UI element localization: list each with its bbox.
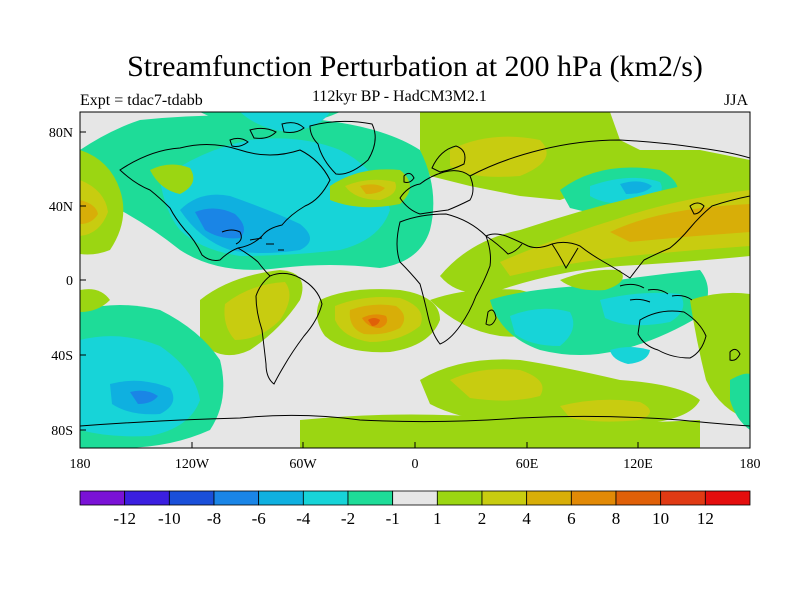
- x-tick-label: 120E: [623, 457, 653, 472]
- contour-green-antarctic: [300, 414, 700, 448]
- contour-cyan-east-edge-south: [730, 373, 750, 430]
- x-tick-label: 60W: [289, 457, 317, 472]
- contour-red-s-atlantic-center: [368, 318, 380, 326]
- x-tick-label: 180: [740, 457, 761, 472]
- coast-madagascar: [485, 309, 497, 326]
- x-tick-label: 120W: [175, 457, 210, 472]
- coast-asia: [469, 139, 750, 279]
- colorbar-swatch: [436, 490, 483, 506]
- contour-darkblue-gulf: [195, 208, 244, 239]
- coast-europe: [399, 170, 474, 215]
- y-tick-label: 40N: [49, 200, 73, 215]
- contour-green-ne-pacific: [150, 164, 194, 194]
- contour-green-south-pacific-west: [80, 289, 110, 312]
- colorbar-swatch: [258, 490, 304, 506]
- colorbar-swatch: [704, 490, 751, 506]
- colorbar-label: 10: [652, 509, 669, 528]
- y-tick-label: 80N: [49, 126, 73, 141]
- colorbar-label: -10: [158, 509, 181, 528]
- colorbar-label: 6: [567, 509, 576, 528]
- contour-teal-indian-ocean: [510, 308, 574, 346]
- contour-teal-indian-south: [610, 347, 650, 364]
- colorbar-swatch: [660, 490, 706, 506]
- coast-south-america: [255, 272, 323, 385]
- colorbar-label: -6: [252, 509, 266, 528]
- contour-teal-canada: [240, 112, 330, 132]
- colorbar-swatch: [615, 490, 662, 506]
- coast-antarctica: [80, 414, 750, 427]
- colorbar-label: -8: [207, 509, 221, 528]
- contour-yellow-southern-indian: [450, 369, 543, 401]
- colorbar-swatch: [213, 490, 260, 506]
- coast-maritime-continent: [619, 283, 693, 303]
- colorbar: [79, 490, 751, 506]
- colorbar-label: 12: [697, 509, 714, 528]
- coast-gulf: [221, 229, 242, 245]
- colorbar-swatch: [168, 490, 215, 506]
- colorbar-label: 8: [612, 509, 621, 528]
- coastlines: [80, 120, 750, 427]
- y-tick-label: 80S: [51, 424, 73, 439]
- y-tick-label: 40S: [51, 349, 73, 364]
- coast-north-america: [119, 144, 331, 261]
- experiment-label: Expt = tdac7-tdabb: [80, 92, 203, 109]
- colorbar-swatch: [526, 490, 572, 506]
- contour-field: [80, 112, 750, 448]
- colorbar-swatch: [347, 490, 394, 506]
- y-tick-label: 0: [66, 274, 73, 289]
- colorbar-swatch: [481, 490, 528, 506]
- colorbar-label: -12: [113, 509, 136, 528]
- coast-greenland: [309, 120, 376, 175]
- contour-yellow-scandinavia: [450, 136, 547, 177]
- period-label: 112kyr BP - HadCM3M2.1: [312, 88, 487, 105]
- colorbar-label: -1: [386, 509, 400, 528]
- contour-blue-siberia: [620, 181, 652, 194]
- colorbar-label: 1: [433, 509, 442, 528]
- contour-darkblue-south-pacific: [130, 390, 158, 404]
- coast-british-isles: [403, 172, 415, 183]
- contour-teal-maritime: [600, 292, 684, 326]
- chart-title: Streamfunction Perturbation at 200 hPa (…: [127, 50, 703, 83]
- season-label: JJA: [724, 92, 749, 109]
- coast-japan: [689, 202, 705, 215]
- colorbar-labels: -12 -10 -8 -6 -4 -2 -1 1 2 4 6 8 10 12: [113, 509, 714, 528]
- coast-africa: [396, 213, 491, 345]
- x-tick-label: 0: [412, 457, 419, 472]
- colorbar-swatch: [570, 490, 617, 506]
- contour-gold-east-atlantic: [360, 184, 385, 194]
- colorbar-label: 2: [478, 509, 487, 528]
- x-axis: [79, 442, 751, 448]
- contour-gold-asia: [610, 204, 750, 242]
- coast-new-zealand: [729, 348, 741, 361]
- colorbar-swatch: [79, 490, 126, 506]
- coast-caribbean: [249, 237, 284, 251]
- x-tick-label: 60E: [516, 457, 539, 472]
- contour-green-maritime-north: [560, 269, 623, 291]
- coast-arabia: [485, 235, 523, 255]
- colorbar-swatch: [124, 490, 170, 506]
- colorbar-label: -4: [296, 509, 311, 528]
- coast-arctic-islands: [229, 122, 305, 147]
- colorbar-label: -2: [341, 509, 355, 528]
- coast-india: [551, 243, 579, 270]
- y-axis: [80, 131, 86, 431]
- coast-scandinavia: [431, 145, 466, 173]
- coast-australia: [637, 310, 707, 359]
- coast-central-america: [237, 247, 271, 277]
- colorbar-label: 4: [522, 509, 531, 528]
- colorbar-swatch: [302, 490, 349, 506]
- x-tick-label: 180: [70, 457, 91, 472]
- colorbar-swatch: [392, 490, 438, 506]
